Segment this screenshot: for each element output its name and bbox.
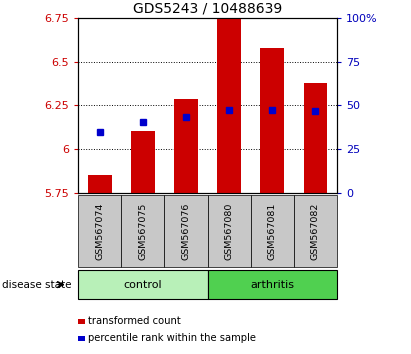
Text: GSM567082: GSM567082	[311, 202, 320, 260]
Text: GSM567076: GSM567076	[182, 202, 190, 260]
Bar	[261, 48, 284, 193]
Bar	[88, 175, 111, 193]
Bar	[304, 84, 327, 193]
Bar	[131, 131, 155, 193]
Text: GSM567075: GSM567075	[139, 202, 147, 260]
Text: GSM567081: GSM567081	[268, 202, 277, 260]
Text: disease state: disease state	[2, 280, 72, 290]
Text: GSM567080: GSM567080	[225, 202, 233, 260]
Text: percentile rank within the sample: percentile rank within the sample	[88, 333, 256, 343]
Text: control: control	[124, 280, 162, 290]
Text: GSM567074: GSM567074	[95, 202, 104, 260]
Bar	[174, 99, 198, 193]
Text: transformed count: transformed count	[88, 316, 181, 326]
Title: GDS5243 / 10488639: GDS5243 / 10488639	[133, 1, 282, 15]
Bar	[217, 19, 241, 193]
Text: arthritis: arthritis	[250, 280, 294, 290]
